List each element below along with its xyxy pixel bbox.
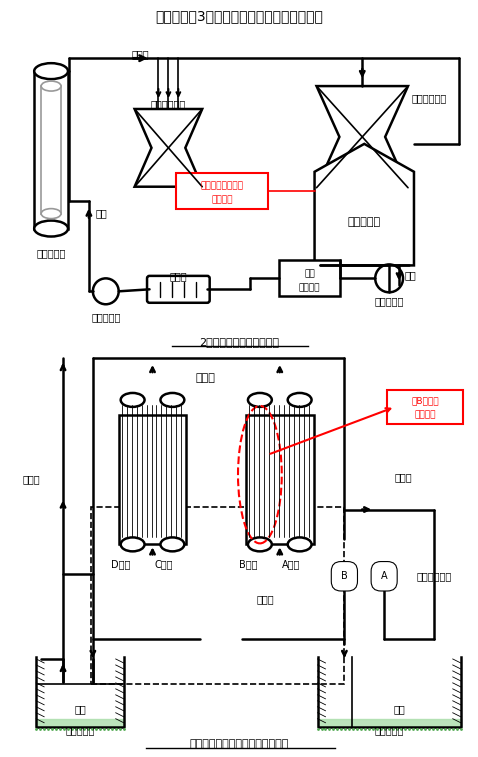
Text: 脱気器: 脱気器 (170, 272, 187, 282)
Text: 蒸気発生器: 蒸気発生器 (36, 248, 66, 258)
Ellipse shape (161, 537, 185, 551)
Text: 当該箇所: 当該箇所 (414, 410, 435, 419)
Text: 高圧タービン: 高圧タービン (151, 99, 186, 109)
Bar (279, 260, 340, 296)
Bar (246, 415, 314, 544)
Bar (41, 86, 61, 213)
Text: 取水管: 取水管 (394, 472, 412, 483)
Text: 導電率計: 導電率計 (211, 195, 233, 204)
Text: 取水ピット: 取水ピット (374, 724, 404, 735)
Bar (176, 173, 268, 209)
Text: 復　水　器: 復 水 器 (348, 217, 381, 226)
Ellipse shape (248, 393, 272, 407)
Ellipse shape (34, 63, 68, 79)
Ellipse shape (248, 537, 272, 551)
Text: A水室: A水室 (282, 559, 300, 569)
Bar (387, 390, 463, 424)
Polygon shape (316, 86, 408, 188)
Polygon shape (315, 144, 414, 266)
Text: 給水: 給水 (96, 209, 108, 219)
Bar (91, 506, 344, 684)
Ellipse shape (288, 393, 312, 407)
Text: 伊方発電所3号機　復水器まわり系統概略図: 伊方発電所3号機 復水器まわり系統概略図 (155, 9, 323, 23)
Text: 低圧タービン: 低圧タービン (412, 93, 447, 103)
Ellipse shape (41, 81, 61, 91)
Text: 主蒸気: 主蒸気 (132, 49, 150, 59)
Text: 復水ポンプ: 復水ポンプ (374, 296, 404, 307)
Circle shape (93, 279, 119, 304)
Text: B: B (341, 572, 348, 581)
Text: 循環水ポンプ: 循環水ポンプ (417, 572, 452, 581)
Polygon shape (135, 109, 202, 187)
Text: B水室: B水室 (239, 559, 257, 569)
Text: 復水器まわり系統概略図（海水）: 復水器まわり系統概略図（海水） (189, 739, 289, 749)
Text: 復水脱塩: 復水脱塩 (299, 283, 320, 292)
Text: 取水管: 取水管 (256, 594, 274, 604)
Text: （B水室）: （B水室） (411, 397, 439, 406)
Ellipse shape (34, 220, 68, 236)
Text: 復水: 復水 (404, 270, 416, 280)
Bar (119, 415, 186, 544)
Text: 給水ポンプ: 給水ポンプ (91, 312, 120, 322)
FancyBboxPatch shape (147, 276, 210, 303)
Text: 海水: 海水 (74, 704, 86, 714)
Ellipse shape (161, 393, 185, 407)
Text: 装置: 装置 (304, 269, 315, 278)
Text: A: A (381, 572, 388, 581)
Ellipse shape (41, 209, 61, 219)
Text: 復水器: 復水器 (195, 373, 215, 383)
Ellipse shape (288, 537, 312, 551)
Bar (34, 71, 68, 229)
Text: （各水室に設置）: （各水室に設置） (201, 181, 244, 190)
Circle shape (375, 264, 403, 292)
Text: 2次系系統概略図（純水）: 2次系系統概略図（純水） (199, 337, 279, 347)
Text: 放水管: 放水管 (22, 475, 40, 484)
Text: C水室: C水室 (154, 559, 173, 569)
Ellipse shape (120, 537, 144, 551)
Ellipse shape (120, 393, 144, 407)
Text: 海水: 海水 (393, 704, 405, 714)
Text: D水室: D水室 (111, 559, 130, 569)
Text: 放水ピット: 放水ピット (65, 724, 95, 735)
